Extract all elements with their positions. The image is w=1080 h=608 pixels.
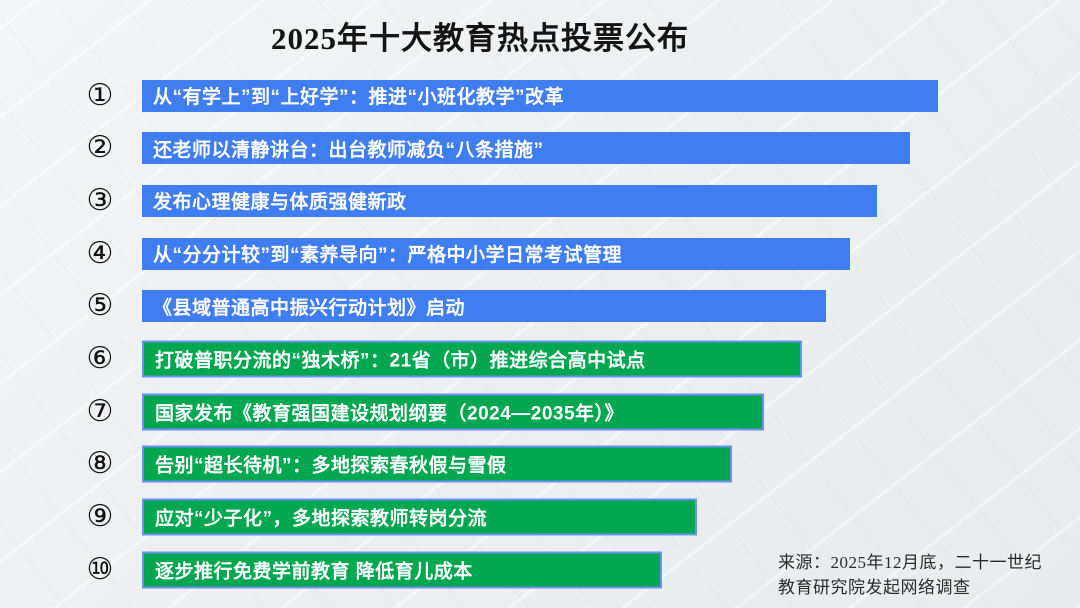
bar: 逐步推行免费学前教育 降低育儿成本: [142, 551, 662, 589]
bar: 发布心理健康与体质强健新政: [142, 184, 877, 217]
bar-row: ② 还老师以清静讲台：出台教师减负“八条措施”: [0, 128, 1080, 168]
bar-label: 应对“少子化”，多地探索教师转岗分流: [155, 508, 488, 530]
bar: 还老师以清静讲台：出台教师减负“八条措施”: [142, 132, 910, 165]
bar-label: 国家发布《教育强国建设规划纲要（2024—2035年）》: [155, 403, 625, 425]
bar-label: 打破普职分流的“独木桥”：21省（市）推进综合高中试点: [155, 350, 646, 372]
bar-label: 《县域普通高中振兴行动计划》启动: [153, 297, 466, 319]
bar-label: 逐步推行免费学前教育 降低育儿成本: [155, 561, 473, 583]
page-title: 2025年十大教育热点投票公布: [271, 21, 689, 56]
rank-number: ②: [86, 131, 114, 165]
bar-row: ⑦ 国家发布《教育强国建设规划纲要（2024—2035年）》: [0, 392, 1080, 432]
rank-number: ⑦: [86, 394, 114, 428]
source-line-1: 来源：2025年12月底，二十一世纪: [778, 553, 1042, 572]
source-line-2: 教育研究院发起网络调查: [778, 578, 971, 597]
bar-row: ⑩ 逐步推行免费学前教育 降低育儿成本: [0, 550, 1080, 590]
rank-number: ⑧: [86, 447, 114, 481]
source-note: 来源：2025年12月底，二十一世纪 教育研究院发起网络调查: [778, 550, 1042, 600]
bar: 应对“少子化”，多地探索教师转岗分流: [142, 498, 697, 536]
bar: 打破普职分流的“独木桥”：21省（市）推进综合高中试点: [142, 340, 802, 378]
bar-label: 从“分分计较”到“素养导向”：严格中小学日常考试管理: [153, 245, 623, 267]
bar-label: 告别“超长待机”：多地探索春秋假与雪假: [155, 455, 507, 477]
rank-number: ⑥: [86, 342, 114, 375]
rank-number: ④: [86, 236, 114, 270]
rank-number: ③: [86, 183, 114, 217]
bar-label: 发布心理健康与体质强健新政: [153, 192, 407, 214]
bar-row: ③ 发布心理健康与体质强健新政: [0, 181, 1080, 221]
bar-row: ⑨ 应对“少子化”，多地探索教师转岗分流: [0, 497, 1080, 537]
bar-row: ⑤ 《县域普通高中振兴行动计划》启动: [0, 286, 1080, 326]
bar-label: 从“有学上”到“上好学”：推进“小班化教学”改革: [153, 87, 565, 108]
bar: 国家发布《教育强国建设规划纲要（2024—2035年）》: [142, 393, 764, 431]
rank-number: ⑨: [86, 500, 114, 534]
bar-row: ④ 从“分分计较”到“素养导向”：严格中小学日常考试管理: [0, 234, 1080, 274]
rank-number: ⑩: [86, 552, 114, 586]
bar: 《县域普通高中振兴行动计划》启动: [142, 290, 826, 323]
bar: 从“分分计较”到“素养导向”：严格中小学日常考试管理: [142, 237, 850, 270]
bar: 告别“超长待机”：多地探索春秋假与雪假: [142, 445, 732, 483]
rank-number: ①: [86, 78, 114, 112]
bar-row: ⑥ 打破普职分流的“独木桥”：21省（市）推进综合高中试点: [0, 339, 1080, 379]
bar-row: ① 从“有学上”到“上好学”：推进“小班化教学”改革: [0, 76, 1080, 116]
bar-label: 还老师以清静讲台：出台教师减负“八条措施”: [153, 139, 544, 161]
bar-row: ⑧ 告别“超长待机”：多地探索春秋假与雪假: [0, 444, 1080, 484]
bar: 从“有学上”到“上好学”：推进“小班化教学”改革: [142, 79, 938, 112]
rank-number: ⑤: [86, 289, 114, 323]
